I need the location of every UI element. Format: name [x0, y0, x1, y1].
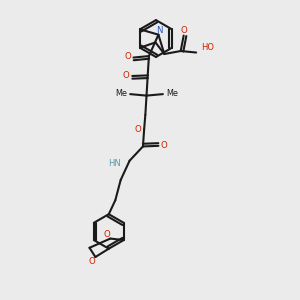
- Text: O: O: [88, 257, 95, 266]
- Text: HO: HO: [202, 43, 214, 52]
- Text: O: O: [161, 141, 168, 150]
- Text: O: O: [180, 26, 187, 35]
- Text: N: N: [156, 26, 162, 35]
- Text: Me: Me: [166, 89, 178, 98]
- Text: O: O: [134, 125, 141, 134]
- Text: O: O: [103, 230, 110, 238]
- Text: O: O: [123, 71, 130, 80]
- Text: Me: Me: [115, 89, 127, 98]
- Text: O: O: [124, 52, 131, 62]
- Text: HN: HN: [108, 159, 121, 168]
